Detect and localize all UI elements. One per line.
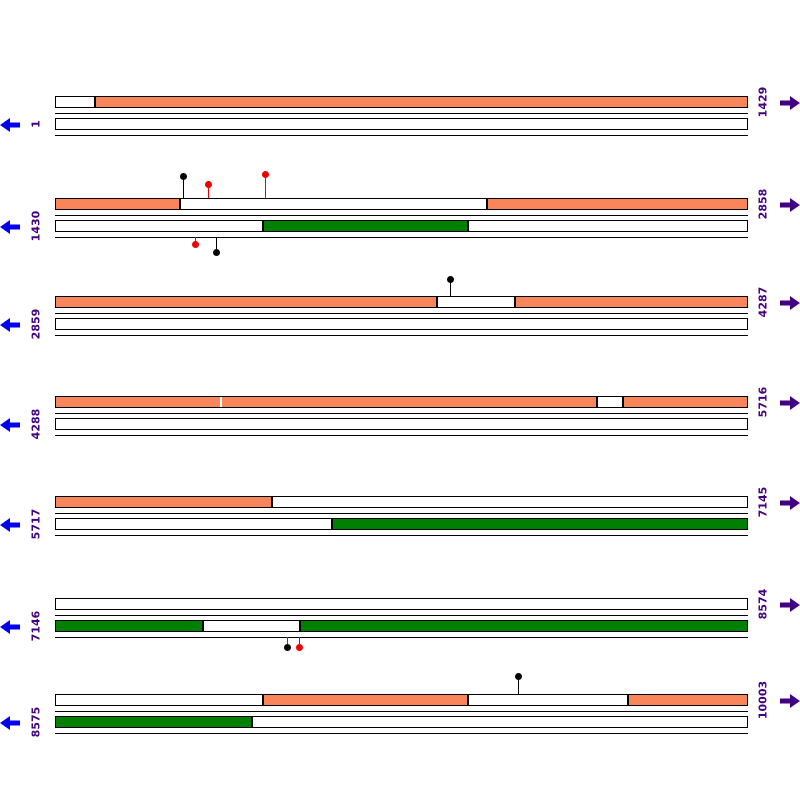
start-coordinate-label: 7146: [29, 610, 43, 642]
forward-feature-bar[interactable]: [263, 694, 468, 706]
strand-divider-line: [55, 215, 748, 216]
black-site-marker-dot[interactable]: [515, 673, 522, 680]
end-coordinate-label: 10003: [756, 680, 770, 720]
right-arrow-icon[interactable]: [780, 95, 800, 110]
open-frame-box: [468, 220, 748, 232]
site-marker-stem: [299, 637, 300, 644]
right-arrow-icon[interactable]: [780, 197, 800, 212]
left-arrow-icon[interactable]: [0, 417, 20, 432]
right-arrow-icon[interactable]: [780, 495, 800, 510]
row-baseline: [55, 135, 748, 136]
reverse-feature-bar[interactable]: [300, 620, 748, 632]
left-arrow-icon[interactable]: [0, 317, 20, 332]
open-frame-box: [55, 418, 748, 430]
forward-feature-bar[interactable]: [55, 496, 272, 508]
strand-divider-line: [55, 313, 748, 314]
row-baseline: [55, 335, 748, 336]
feature-boundary-tick: [220, 397, 222, 407]
black-site-marker-dot[interactable]: [284, 644, 291, 651]
site-marker-stem: [216, 237, 217, 249]
reverse-feature-bar[interactable]: [55, 620, 203, 632]
row-baseline: [55, 637, 748, 638]
right-arrow-icon[interactable]: [780, 597, 800, 612]
open-frame-box: [55, 518, 332, 530]
strand-divider-line: [55, 513, 748, 514]
open-frame-box: [597, 396, 623, 408]
site-marker-stem: [208, 188, 209, 198]
reverse-feature-bar[interactable]: [263, 220, 468, 232]
black-site-marker-dot[interactable]: [213, 249, 220, 256]
strand-divider-line: [55, 113, 748, 114]
forward-feature-bar[interactable]: [55, 396, 597, 408]
right-arrow-icon[interactable]: [780, 693, 800, 708]
open-frame-box: [55, 220, 263, 232]
end-coordinate-label: 2858: [756, 188, 770, 220]
open-frame-box: [55, 694, 263, 706]
site-marker-stem: [518, 680, 519, 694]
forward-feature-bar[interactable]: [623, 396, 748, 408]
site-marker-stem: [265, 178, 266, 198]
right-arrow-icon[interactable]: [780, 395, 800, 410]
right-arrow-icon[interactable]: [780, 295, 800, 310]
left-arrow-icon[interactable]: [0, 619, 20, 634]
end-coordinate-label: 7145: [756, 486, 770, 518]
black-site-marker-dot[interactable]: [447, 276, 454, 283]
strand-divider-line: [55, 711, 748, 712]
site-marker-stem: [195, 237, 196, 241]
open-frame-box: [203, 620, 300, 632]
forward-feature-bar[interactable]: [55, 296, 437, 308]
red-site-marker-dot[interactable]: [192, 241, 199, 248]
open-frame-box: [55, 318, 748, 330]
site-marker-stem: [287, 637, 288, 644]
open-frame-box: [252, 716, 748, 728]
start-coordinate-label: 1: [29, 120, 43, 128]
forward-feature-bar[interactable]: [487, 198, 748, 210]
left-arrow-icon[interactable]: [0, 517, 20, 532]
red-site-marker-dot[interactable]: [296, 644, 303, 651]
end-coordinate-label: 4287: [756, 286, 770, 318]
forward-feature-bar[interactable]: [515, 296, 748, 308]
open-frame-box: [180, 198, 487, 210]
end-coordinate-label: 5716: [756, 386, 770, 418]
left-arrow-icon[interactable]: [0, 715, 20, 730]
strand-divider-line: [55, 615, 748, 616]
forward-feature-bar[interactable]: [55, 198, 180, 210]
row-baseline: [55, 733, 748, 734]
start-coordinate-label: 2859: [29, 308, 43, 340]
red-site-marker-dot[interactable]: [205, 181, 212, 188]
site-marker-stem: [183, 180, 184, 198]
start-coordinate-label: 4288: [29, 408, 43, 440]
open-frame-box: [55, 118, 748, 130]
forward-feature-bar[interactable]: [95, 96, 748, 108]
row-baseline: [55, 237, 748, 238]
open-frame-box: [437, 296, 515, 308]
open-frame-box: [55, 598, 748, 610]
end-coordinate-label: 8574: [756, 588, 770, 620]
row-baseline: [55, 435, 748, 436]
start-coordinate-label: 8575: [29, 706, 43, 738]
start-coordinate-label: 1430: [29, 210, 43, 242]
row-baseline: [55, 535, 748, 536]
strand-divider-line: [55, 413, 748, 414]
start-coordinate-label: 5717: [29, 508, 43, 540]
open-frame-box: [272, 496, 748, 508]
forward-feature-bar[interactable]: [628, 694, 748, 706]
black-site-marker-dot[interactable]: [180, 173, 187, 180]
left-arrow-icon[interactable]: [0, 117, 20, 132]
red-site-marker-dot[interactable]: [262, 171, 269, 178]
site-marker-stem: [450, 283, 451, 296]
left-arrow-icon[interactable]: [0, 219, 20, 234]
reverse-feature-bar[interactable]: [332, 518, 748, 530]
end-coordinate-label: 1429: [756, 86, 770, 118]
reverse-feature-bar[interactable]: [55, 716, 252, 728]
open-frame-box: [55, 96, 95, 108]
open-frame-box: [468, 694, 628, 706]
